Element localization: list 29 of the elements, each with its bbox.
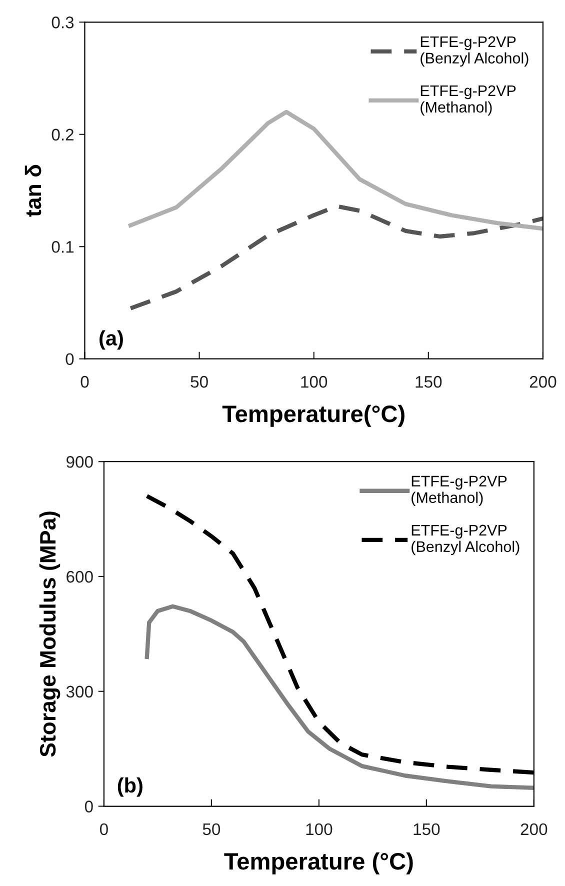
legend-label: ETFE-g-P2VP (Benzyl Alcohol): [420, 36, 528, 67]
line-series: [144, 604, 534, 790]
x-tick-label: 150: [416, 376, 442, 388]
x-axis-title: Temperature (°C): [224, 852, 413, 874]
y-tick-label: 0.1: [52, 241, 74, 253]
x-tick-label: 100: [306, 823, 332, 836]
x-tick-label: 100: [301, 376, 328, 388]
y-tick-label: 600: [66, 570, 93, 583]
y-tick-label: 0: [66, 353, 74, 366]
annotation: (a): [100, 330, 123, 350]
y-axis-title: tan δ: [24, 164, 42, 217]
legend-label: ETFE-g-P2VP (Benzyl Alcohol): [412, 524, 520, 556]
x-tick-label: 150: [414, 823, 440, 836]
y-tick-label: 0: [84, 800, 93, 812]
x-tick-label: 200: [520, 823, 548, 836]
x-tick-label: 50: [190, 376, 208, 388]
legend-label: ETFE-g-P2VP (Methanol): [412, 476, 507, 506]
line-series: [128, 204, 543, 310]
x-tick-label: 200: [530, 376, 556, 388]
legend-label: ETFE-g-P2VP (Methanol): [420, 85, 516, 116]
x-tick-label: 0: [100, 823, 108, 836]
y-axis-title: Storage Modulus (MPa): [39, 512, 60, 757]
x-axis-title: Temperature(°C): [222, 404, 404, 427]
y-tick-label: 300: [66, 686, 93, 698]
x-tick-label: 50: [202, 823, 220, 836]
annotation: (b): [118, 777, 142, 797]
y-tick-label: 0.3: [52, 16, 74, 28]
y-tick-label: 0.2: [52, 128, 74, 141]
y-tick-label: 900: [66, 456, 93, 468]
